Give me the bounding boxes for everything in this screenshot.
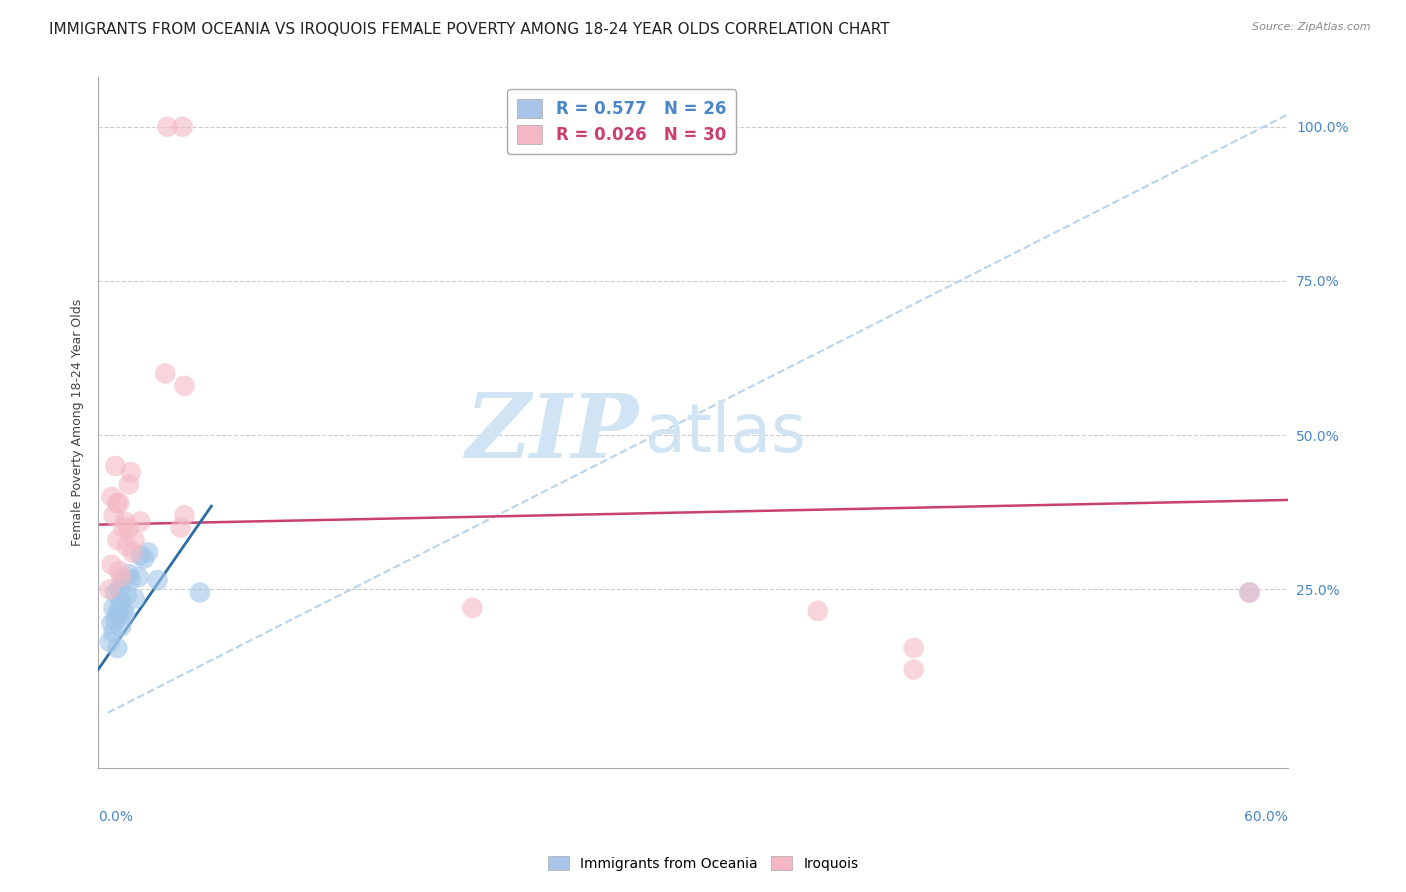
Point	[124, 533, 146, 547]
Point	[112, 573, 135, 587]
Point	[903, 640, 925, 655]
Point	[108, 564, 131, 578]
Point	[100, 490, 122, 504]
Point	[105, 640, 128, 655]
Point	[112, 521, 135, 535]
Point	[146, 573, 169, 587]
Text: ZIP: ZIP	[465, 390, 640, 476]
Point	[1239, 585, 1261, 599]
Point	[100, 616, 122, 631]
Point	[121, 545, 143, 559]
Point	[118, 521, 141, 535]
Text: Source: ZipAtlas.com: Source: ZipAtlas.com	[1253, 22, 1371, 32]
Point	[110, 595, 132, 609]
Text: 0.0%: 0.0%	[98, 810, 134, 823]
Point	[120, 465, 142, 479]
Point	[118, 477, 141, 491]
Point	[108, 582, 131, 597]
Point	[115, 589, 138, 603]
Point	[1239, 585, 1261, 599]
Point	[104, 585, 127, 599]
Point	[103, 601, 125, 615]
Point	[108, 601, 131, 615]
Point	[156, 120, 179, 134]
Point	[118, 566, 141, 581]
Point	[155, 367, 177, 381]
Point	[98, 635, 121, 649]
Point	[188, 585, 211, 599]
Point	[807, 604, 830, 618]
Point	[127, 570, 149, 584]
Point	[105, 533, 128, 547]
Point	[903, 663, 925, 677]
Point	[173, 379, 195, 393]
Legend: Immigrants from Oceania, Iroquois: Immigrants from Oceania, Iroquois	[543, 850, 863, 876]
Point	[104, 458, 127, 473]
Point	[103, 625, 125, 640]
Point	[114, 515, 136, 529]
Point	[172, 120, 194, 134]
Point	[98, 582, 121, 597]
Point	[104, 613, 127, 627]
Point	[100, 558, 122, 572]
Text: IMMIGRANTS FROM OCEANIA VS IROQUOIS FEMALE POVERTY AMONG 18-24 YEAR OLDS CORRELA: IMMIGRANTS FROM OCEANIA VS IROQUOIS FEMA…	[49, 22, 890, 37]
Text: atlas: atlas	[645, 401, 806, 467]
Point	[129, 549, 152, 563]
Point	[103, 508, 125, 523]
Point	[173, 508, 195, 523]
Point	[124, 591, 146, 606]
Point	[105, 496, 128, 510]
Point	[110, 619, 132, 633]
Point	[169, 521, 191, 535]
Point	[110, 570, 132, 584]
Text: 60.0%: 60.0%	[1244, 810, 1288, 823]
Point	[129, 515, 152, 529]
Point	[134, 551, 156, 566]
Y-axis label: Female Poverty Among 18-24 Year Olds: Female Poverty Among 18-24 Year Olds	[72, 299, 84, 547]
Point	[115, 539, 138, 553]
Point	[108, 496, 131, 510]
Legend: R = 0.577   N = 26, R = 0.026   N = 30: R = 0.577 N = 26, R = 0.026 N = 30	[508, 89, 735, 154]
Point	[120, 573, 142, 587]
Point	[136, 545, 159, 559]
Point	[461, 601, 484, 615]
Point	[112, 604, 135, 618]
Point	[105, 607, 128, 621]
Point	[114, 607, 136, 621]
